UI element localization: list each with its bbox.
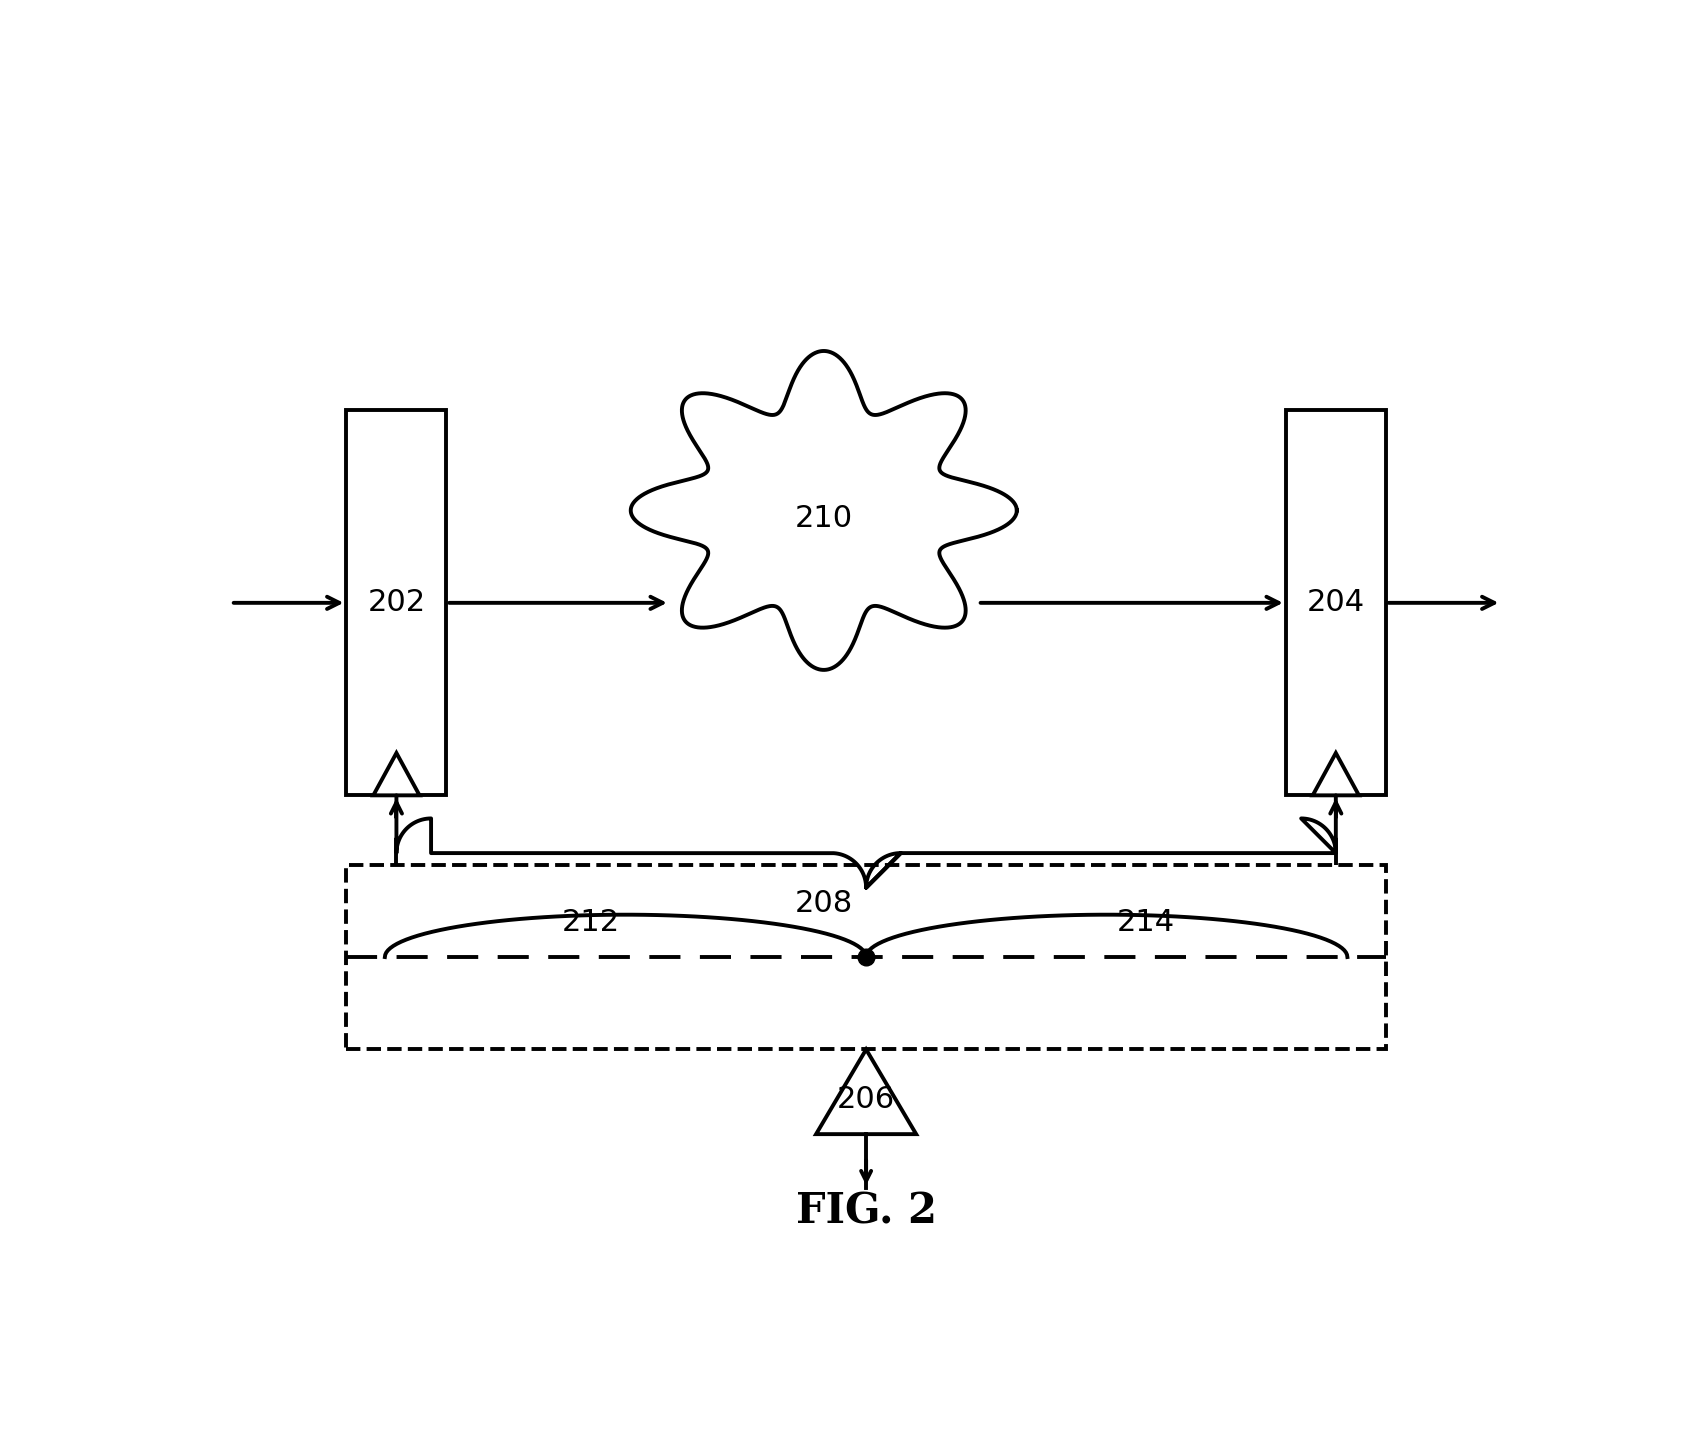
Text: 208: 208 [794,888,853,917]
Bar [346,411,446,795]
Text: 206: 206 [836,1085,895,1114]
Bar [346,865,1385,1050]
Text: 204: 204 [1306,588,1365,617]
Polygon shape [1312,753,1358,795]
Text: 202: 202 [367,588,426,617]
Polygon shape [373,753,419,795]
Bar [1285,411,1385,795]
Text: 214: 214 [1116,909,1174,936]
Polygon shape [630,351,1017,670]
Text: 212: 212 [562,909,620,936]
Text: FIG. 2: FIG. 2 [796,1190,936,1232]
Text: 210: 210 [794,504,853,533]
Polygon shape [816,1050,915,1134]
